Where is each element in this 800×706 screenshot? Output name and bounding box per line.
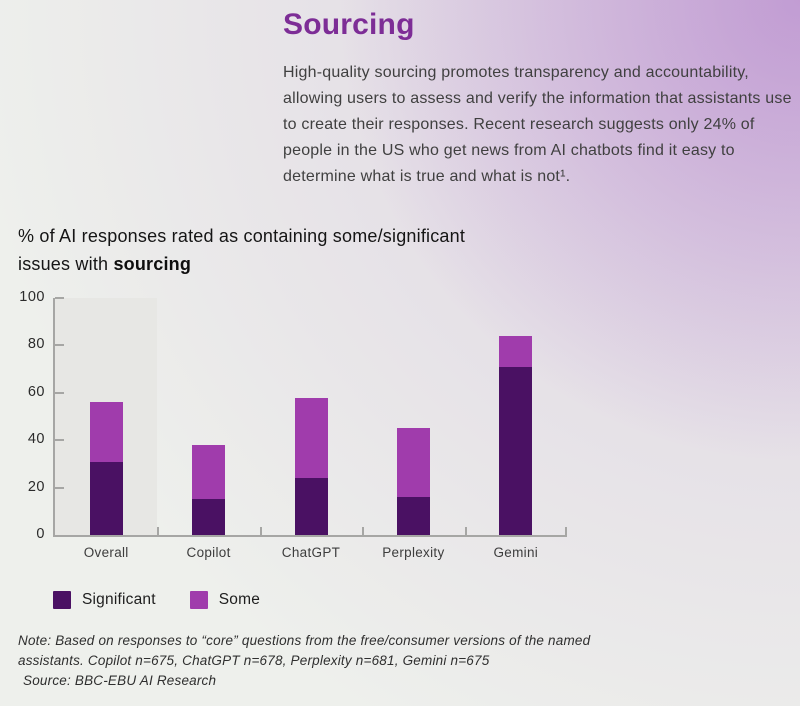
stacked-bar-chart: 0 20 40 60 80 100 Overall Copilot ChatGPT Perplex… xyxy=(19,289,567,560)
legend-label: Significant xyxy=(82,591,156,608)
bar-segment-some-copilot xyxy=(192,444,226,500)
legend-label: Some xyxy=(218,591,261,608)
bar-segment-significant-gemini xyxy=(499,366,533,535)
footnote-source: Source: BBC-EBU AI Research xyxy=(23,673,217,688)
y-axis-tick xyxy=(55,439,64,442)
x-axis-label-copilot: Copilot xyxy=(186,545,231,560)
y-axis-label: 100 xyxy=(19,289,45,305)
x-axis-label-gemini: Gemini xyxy=(493,545,539,560)
footnote-line1: Note: Based on responses to “core” quest… xyxy=(18,633,591,648)
y-axis-label: 0 xyxy=(36,526,45,542)
bar-segment-some-overall xyxy=(89,402,123,462)
legend-swatch-icon xyxy=(53,591,71,609)
y-axis-label: 80 xyxy=(27,336,45,353)
legend-swatch-icon xyxy=(189,591,208,609)
chart-heading-line2-keyword: sourcing xyxy=(113,254,192,274)
bar-segment-significant-chatgpt xyxy=(294,478,328,535)
y-axis-label: 60 xyxy=(27,383,45,400)
footnote-line2: assistants. Copilot n=675, ChatGPT n=678… xyxy=(18,653,490,668)
y-axis-tick xyxy=(55,391,64,394)
x-axis-label-perplexity: Perplexity xyxy=(382,545,445,560)
x-axis-tick xyxy=(259,527,262,535)
bar-segment-some-gemini xyxy=(499,335,533,367)
bar-segment-significant-perplexity xyxy=(396,497,430,535)
y-axis-label: 40 xyxy=(27,431,45,448)
bar-segment-significant-copilot xyxy=(192,499,226,535)
legend-item-some: Some xyxy=(189,591,261,609)
bar-segment-significant-overall xyxy=(89,461,123,535)
x-axis-tick xyxy=(565,527,567,535)
x-axis-label-overall: Overall xyxy=(83,545,129,560)
x-axis-tick xyxy=(464,527,467,535)
intro-paragraph: High-quality sourcing promotes transpare… xyxy=(283,64,792,185)
y-axis-tick xyxy=(55,344,64,347)
y-axis-label: 20 xyxy=(27,478,45,495)
bar-segment-some-chatgpt xyxy=(294,397,328,479)
page-title: Sourcing xyxy=(283,8,415,41)
chart-heading: % of AI responses rated as containing so… xyxy=(18,222,465,278)
y-axis-tick xyxy=(55,486,64,489)
chart-heading-line2-prefix: issues with xyxy=(18,254,114,274)
chart-heading-line2: issues with sourcing xyxy=(18,250,465,278)
chart-legend: Significant Some xyxy=(53,591,260,609)
x-axis-tick xyxy=(362,527,365,535)
x-axis-tick xyxy=(157,527,160,535)
x-axis-label-chatgpt: ChatGPT xyxy=(281,545,341,560)
chart-heading-line1: % of AI responses rated as containing so… xyxy=(18,226,466,246)
footnote: Note: Based on responses to “core” quest… xyxy=(18,631,590,691)
y-axis-tick xyxy=(55,297,64,299)
legend-item-significant: Significant xyxy=(53,591,156,609)
bar-segment-some-perplexity xyxy=(396,428,430,498)
